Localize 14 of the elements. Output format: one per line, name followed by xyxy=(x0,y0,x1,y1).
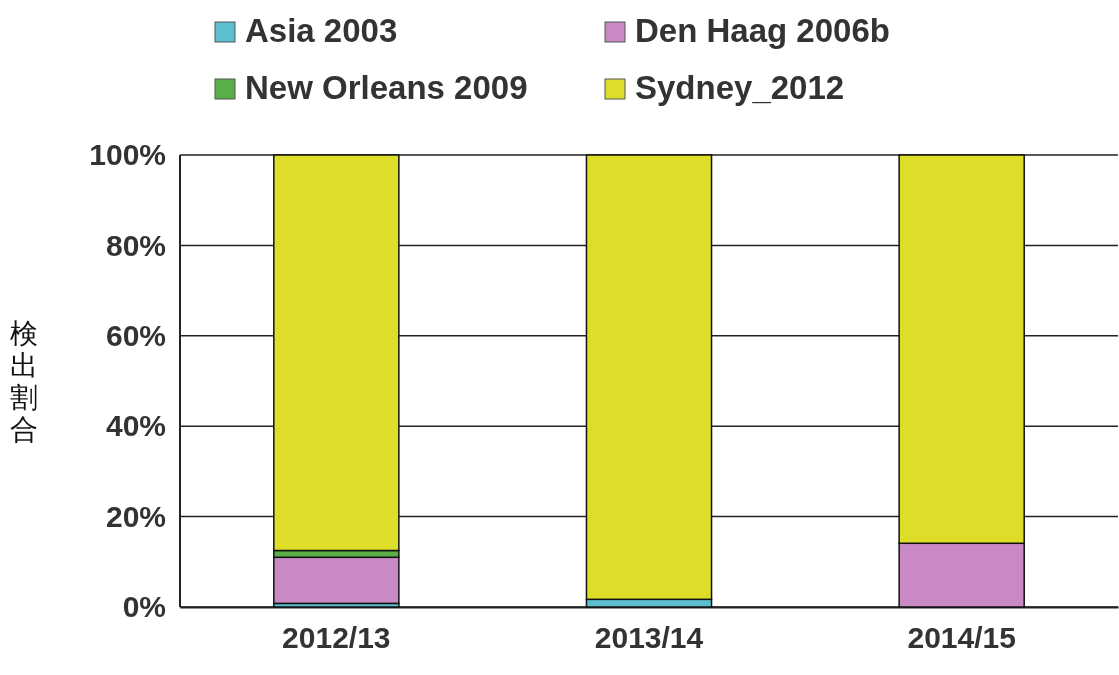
x-tick-label: 2014/15 xyxy=(907,621,1016,655)
legend-label: Den Haag 2006b xyxy=(635,12,890,49)
y-tick-label: 60% xyxy=(105,318,166,352)
legend-label: New Orleans 2009 xyxy=(245,69,528,106)
y-tick-label: 20% xyxy=(105,499,166,533)
x-tick-label: 2013/14 xyxy=(594,621,704,655)
legend-label: Sydney_2012 xyxy=(635,69,845,106)
y-tick-label: 80% xyxy=(105,228,166,262)
y-tick-label: 100% xyxy=(89,138,166,172)
y-tick-label: 0% xyxy=(122,590,166,624)
y-tick-label: 40% xyxy=(105,409,166,443)
x-tick-label: 2012/13 xyxy=(282,621,391,655)
legend-label: Asia 2003 xyxy=(245,12,398,49)
y-axis-title: 検出割合 xyxy=(10,318,38,445)
